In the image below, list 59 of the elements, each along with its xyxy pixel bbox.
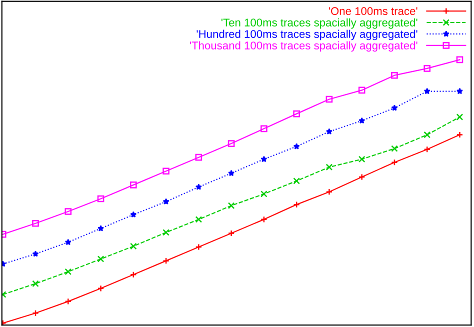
point bbox=[130, 211, 137, 218]
legend-label: 'Ten 100ms traces spacially aggregated' bbox=[221, 18, 418, 29]
point bbox=[391, 158, 398, 166]
point bbox=[162, 229, 170, 236]
point bbox=[32, 310, 39, 316]
legend-label: 'Hundred 100ms traces spacially aggregated' bbox=[196, 30, 418, 40]
point bbox=[260, 190, 268, 198]
point bbox=[293, 178, 300, 184]
point bbox=[195, 154, 202, 161]
point bbox=[260, 125, 268, 132]
point bbox=[228, 170, 235, 176]
point bbox=[326, 188, 333, 196]
point bbox=[228, 230, 235, 237]
point bbox=[162, 198, 170, 205]
point bbox=[456, 114, 464, 120]
point bbox=[293, 143, 300, 150]
point bbox=[260, 216, 268, 223]
point bbox=[64, 238, 72, 246]
point bbox=[358, 86, 366, 94]
point bbox=[456, 88, 463, 94]
point bbox=[130, 242, 137, 250]
point bbox=[326, 96, 333, 103]
point bbox=[358, 174, 366, 180]
point bbox=[162, 257, 170, 264]
point bbox=[358, 117, 366, 124]
point bbox=[195, 244, 202, 250]
point bbox=[456, 56, 464, 64]
point bbox=[195, 184, 202, 190]
point bbox=[424, 65, 431, 72]
point bbox=[424, 131, 431, 138]
point bbox=[64, 208, 72, 215]
point bbox=[260, 156, 268, 162]
point bbox=[98, 225, 104, 232]
point bbox=[326, 128, 332, 134]
point bbox=[326, 164, 333, 171]
legend-label: 'Thousand 100ms traces spacially aggregated' bbox=[190, 41, 418, 52]
point bbox=[32, 250, 39, 257]
point bbox=[391, 145, 398, 152]
point bbox=[358, 156, 366, 163]
point bbox=[64, 298, 72, 305]
point bbox=[32, 280, 39, 288]
point bbox=[228, 140, 235, 147]
point bbox=[424, 88, 430, 94]
legend-label: 'One 100ms trace' bbox=[328, 7, 418, 16]
point bbox=[424, 146, 431, 153]
point bbox=[391, 104, 398, 111]
point bbox=[293, 110, 300, 118]
point bbox=[130, 182, 137, 188]
point bbox=[195, 216, 202, 223]
point bbox=[64, 268, 72, 276]
point bbox=[97, 256, 104, 262]
point bbox=[130, 271, 137, 278]
point bbox=[293, 201, 300, 208]
point bbox=[162, 168, 170, 175]
point bbox=[32, 220, 39, 227]
point bbox=[228, 202, 235, 210]
point bbox=[391, 72, 398, 79]
point bbox=[97, 195, 104, 202]
point bbox=[97, 285, 104, 292]
